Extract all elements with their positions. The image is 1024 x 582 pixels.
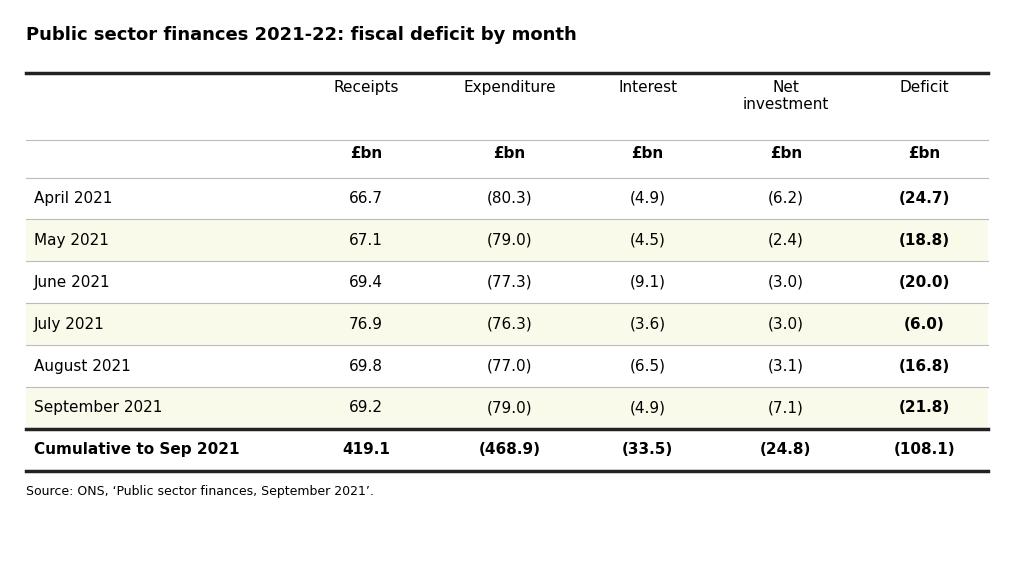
- Text: (3.0): (3.0): [768, 275, 804, 290]
- Text: Net
investment: Net investment: [742, 80, 829, 112]
- Text: (2.4): (2.4): [768, 233, 804, 248]
- Bar: [26, 261, 988, 303]
- Text: (3.0): (3.0): [768, 317, 804, 332]
- Text: (4.5): (4.5): [630, 233, 666, 248]
- Text: June 2021: June 2021: [34, 275, 111, 290]
- Text: (6.5): (6.5): [630, 359, 666, 374]
- Text: (4.9): (4.9): [630, 191, 666, 206]
- Text: (21.8): (21.8): [898, 400, 950, 416]
- Text: Receipts: Receipts: [334, 80, 398, 95]
- Text: Cumulative to Sep 2021: Cumulative to Sep 2021: [34, 442, 240, 457]
- Text: Public sector finances 2021-22: fiscal deficit by month: Public sector finances 2021-22: fiscal d…: [26, 26, 577, 44]
- Text: Interest: Interest: [618, 80, 677, 95]
- Text: (24.7): (24.7): [898, 191, 950, 206]
- Bar: [26, 219, 988, 261]
- Text: 66.7: 66.7: [349, 191, 383, 206]
- Bar: [26, 73, 988, 140]
- Bar: [26, 387, 988, 429]
- Text: August 2021: August 2021: [34, 359, 130, 374]
- Text: (77.3): (77.3): [486, 275, 532, 290]
- Bar: [26, 429, 988, 471]
- Text: (6.2): (6.2): [768, 191, 804, 206]
- Text: 419.1: 419.1: [342, 442, 390, 457]
- Text: (6.0): (6.0): [904, 317, 944, 332]
- Text: £bn: £bn: [632, 146, 664, 161]
- Bar: [26, 345, 988, 387]
- Text: May 2021: May 2021: [34, 233, 109, 248]
- Text: 69.4: 69.4: [349, 275, 383, 290]
- Text: (79.0): (79.0): [486, 400, 532, 416]
- Text: (33.5): (33.5): [622, 442, 674, 457]
- Text: £bn: £bn: [494, 146, 525, 161]
- Text: (3.6): (3.6): [630, 317, 666, 332]
- Bar: [26, 140, 988, 178]
- Text: £bn: £bn: [908, 146, 940, 161]
- Text: Expenditure: Expenditure: [463, 80, 556, 95]
- Text: (468.9): (468.9): [478, 442, 541, 457]
- Bar: [26, 303, 988, 345]
- Text: £bn: £bn: [770, 146, 802, 161]
- Text: 69.8: 69.8: [349, 359, 383, 374]
- Text: (20.0): (20.0): [898, 275, 950, 290]
- Text: (16.8): (16.8): [898, 359, 950, 374]
- Text: 67.1: 67.1: [349, 233, 383, 248]
- Text: (24.8): (24.8): [760, 442, 812, 457]
- Text: (7.1): (7.1): [768, 400, 804, 416]
- Text: £bn: £bn: [350, 146, 382, 161]
- Text: July 2021: July 2021: [34, 317, 104, 332]
- Bar: [26, 178, 988, 219]
- Text: April 2021: April 2021: [34, 191, 113, 206]
- Text: (80.3): (80.3): [486, 191, 532, 206]
- Text: Deficit: Deficit: [899, 80, 949, 95]
- Text: (4.9): (4.9): [630, 400, 666, 416]
- Text: (9.1): (9.1): [630, 275, 666, 290]
- Text: (76.3): (76.3): [486, 317, 532, 332]
- Text: Source: ONS, ‘Public sector finances, September 2021’.: Source: ONS, ‘Public sector finances, Se…: [26, 485, 374, 498]
- Text: 69.2: 69.2: [349, 400, 383, 416]
- Text: (108.1): (108.1): [893, 442, 955, 457]
- Text: (77.0): (77.0): [486, 359, 532, 374]
- Text: (3.1): (3.1): [768, 359, 804, 374]
- Text: (79.0): (79.0): [486, 233, 532, 248]
- Text: 76.9: 76.9: [349, 317, 383, 332]
- Text: (18.8): (18.8): [899, 233, 949, 248]
- Text: September 2021: September 2021: [34, 400, 162, 416]
